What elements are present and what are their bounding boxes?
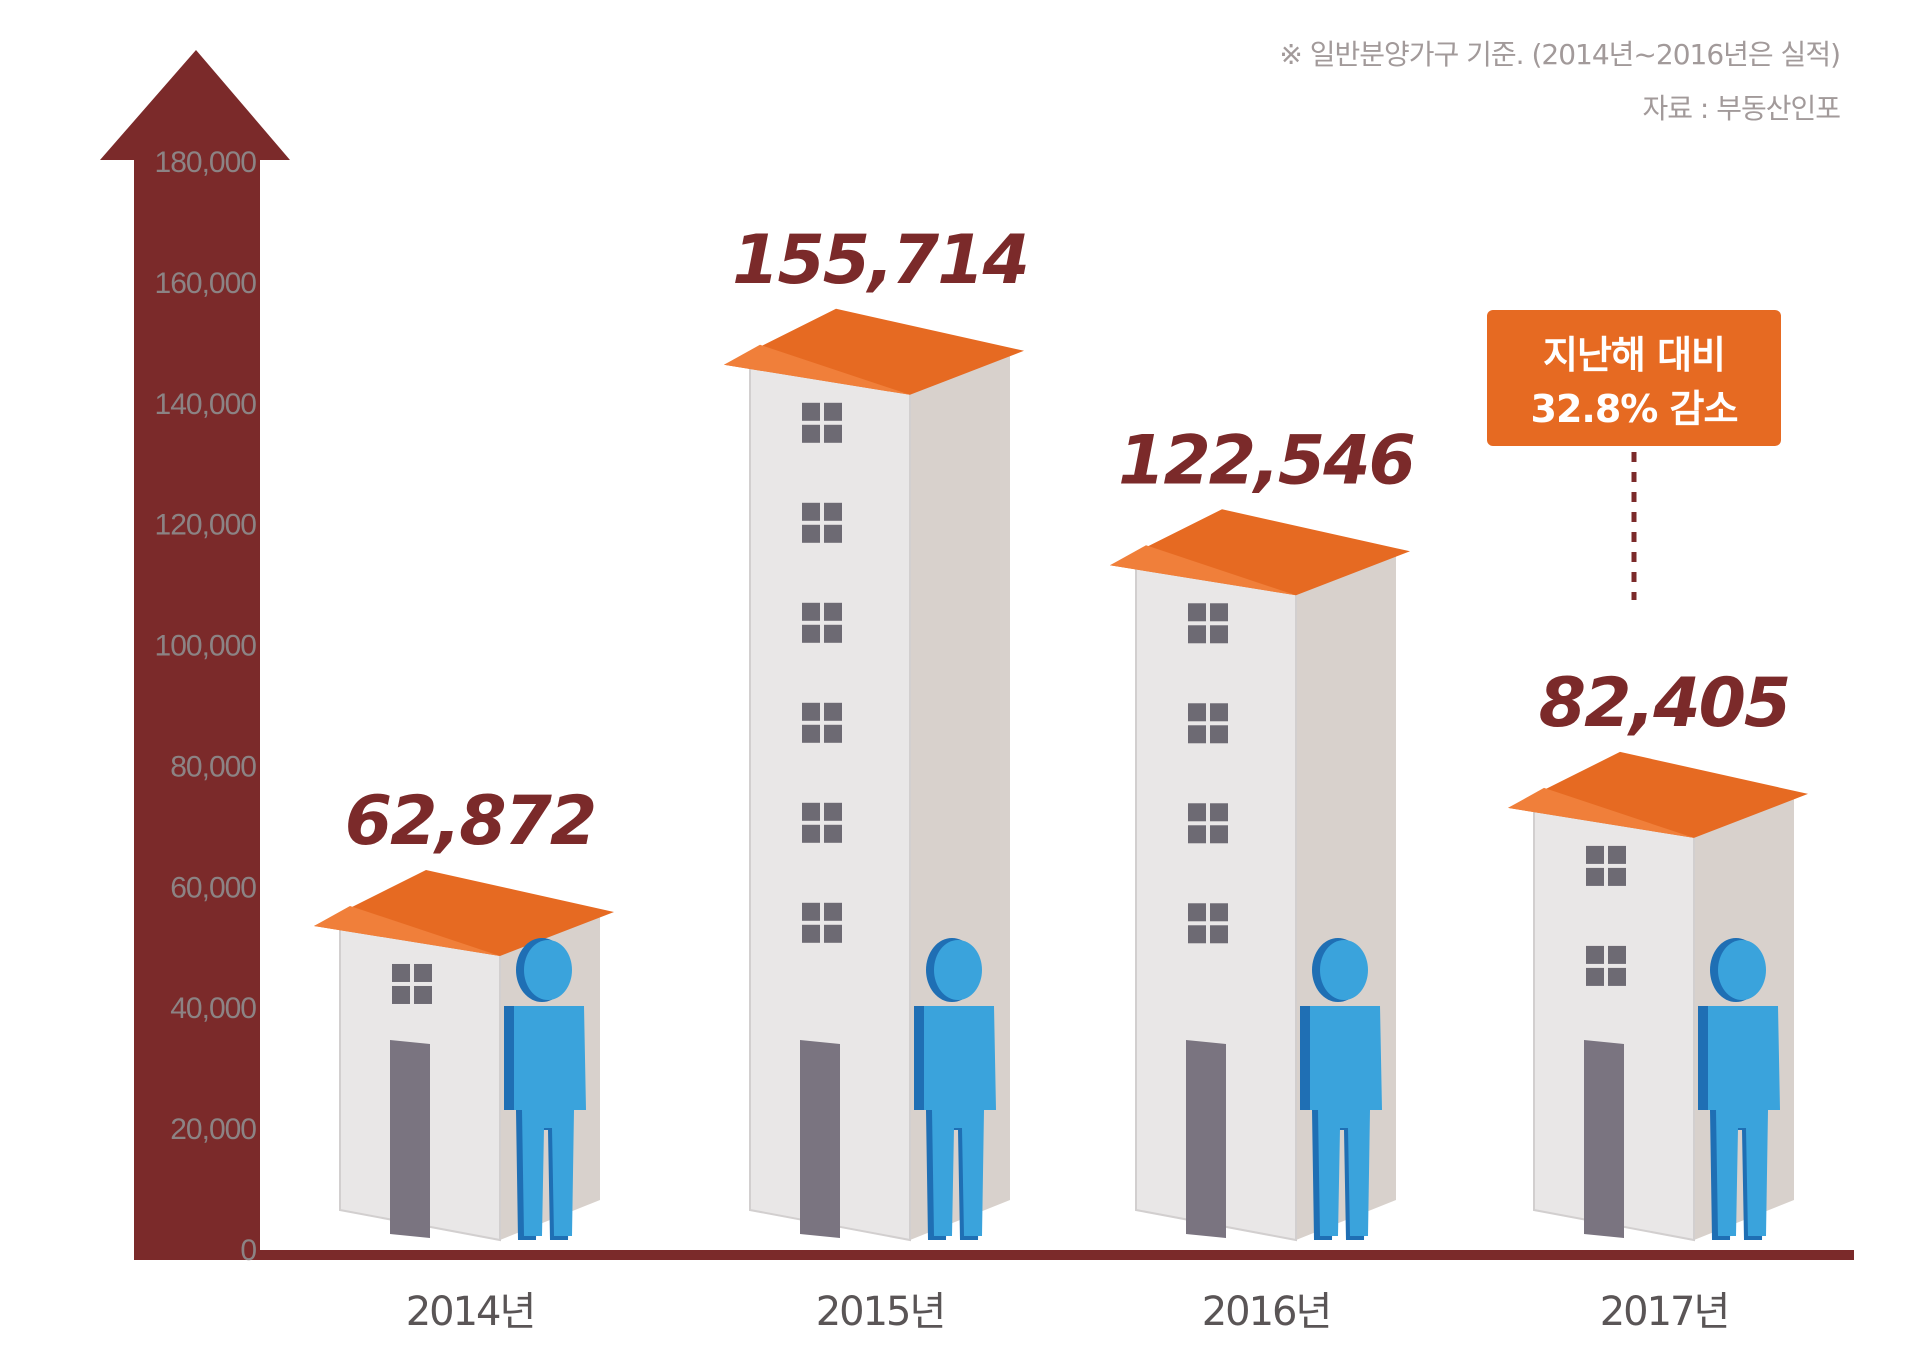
building-roof-face [314, 905, 500, 956]
window-icon [802, 802, 842, 843]
callout-box [1487, 310, 1781, 446]
door-icon [1186, 1040, 1226, 1238]
window-icon [1188, 903, 1228, 944]
data-label: 122,546 [1118, 421, 1414, 500]
y-tick-label: 140,000 [155, 388, 257, 421]
bar-building [724, 308, 1024, 1242]
person-icon [1300, 938, 1382, 1240]
window-icon [802, 602, 842, 643]
window-icon [802, 402, 842, 443]
y-tick-label: 20,000 [170, 1113, 256, 1146]
building-roof-face [1508, 787, 1694, 838]
y-tick-label: 120,000 [155, 509, 257, 542]
data-label: 62,872 [345, 782, 595, 861]
note-source: 자료 : 부동산인포 [1642, 92, 1840, 125]
y-tick-label: 180,000 [155, 146, 257, 179]
y-tick-label: 0 [240, 1234, 256, 1267]
x-axis-ticks: 2014년 2015년 2016년 2017년 [406, 1289, 1731, 1335]
x-axis-line [134, 1250, 1854, 1260]
window-icon [802, 502, 842, 543]
window-icon [802, 702, 842, 743]
x-tick-label: 2017년 [1600, 1289, 1729, 1335]
person-icon [914, 938, 996, 1240]
y-axis-arrow [100, 50, 290, 1255]
data-labels: 62,872 155,714 122,546 82,405 [345, 221, 1791, 861]
data-label: 155,714 [732, 221, 1028, 300]
person-icon [504, 938, 586, 1240]
y-tick-label: 60,000 [170, 871, 256, 904]
window-icon [392, 963, 432, 1004]
door-icon [800, 1040, 840, 1238]
door-icon [1584, 1040, 1624, 1238]
bars-group [314, 308, 1808, 1242]
y-tick-label: 40,000 [170, 992, 256, 1025]
building-roof-face [1110, 545, 1296, 596]
door-icon [390, 1040, 430, 1238]
y-axis-ticks: 0 20,000 40,000 60,000 80,000 100,000 120,000 1… [155, 146, 258, 1267]
bar-building [1110, 509, 1410, 1242]
y-tick-label: 100,000 [155, 630, 257, 663]
window-icon [1188, 803, 1228, 844]
window-icon [1586, 945, 1626, 986]
y-tick-label: 160,000 [155, 267, 257, 300]
window-icon [1188, 703, 1228, 744]
data-label: 82,405 [1539, 664, 1789, 743]
building-roof-face [724, 344, 910, 395]
window-icon [802, 902, 842, 943]
window-icon [1586, 845, 1626, 886]
callout-line1: 지난해 대비 [1543, 333, 1725, 377]
person-icon [1698, 938, 1780, 1240]
x-tick-label: 2015년 [816, 1289, 945, 1335]
callout: 지난해 대비 32.8% 감소 [1487, 310, 1781, 600]
x-tick-label: 2016년 [1202, 1289, 1331, 1335]
y-tick-label: 80,000 [170, 750, 256, 783]
bar-building [1508, 751, 1808, 1242]
x-tick-label: 2014년 [406, 1289, 535, 1335]
callout-line2: 32.8% 감소 [1531, 387, 1738, 431]
note-basis: ※ 일반분양가구 기준. (2014년~2016년은 실적) [1279, 38, 1840, 71]
window-icon [1188, 603, 1228, 644]
bar-building [314, 869, 614, 1242]
